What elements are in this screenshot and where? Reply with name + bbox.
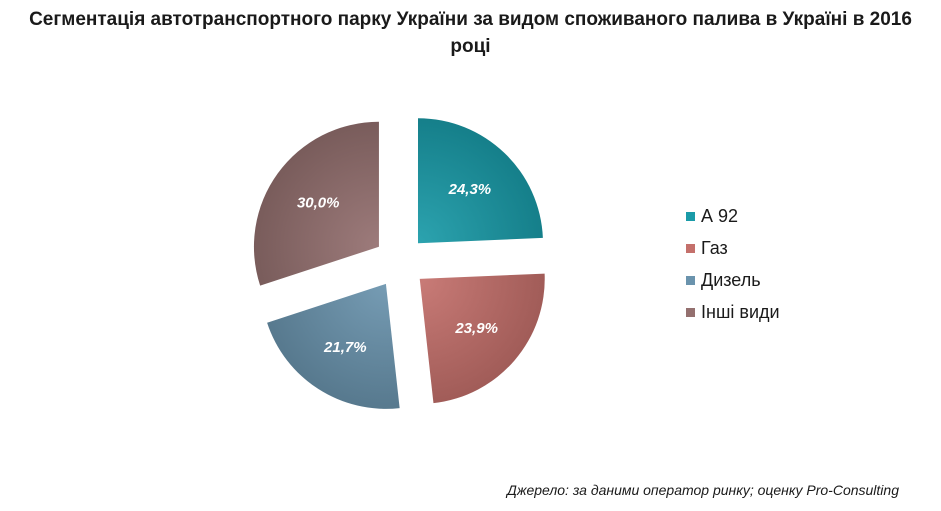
legend-item-diesel: Дизель xyxy=(686,264,780,296)
legend-swatch-diesel xyxy=(686,275,695,285)
legend-item-gas: Газ xyxy=(686,232,780,264)
legend-item-a92: А 92 xyxy=(686,200,780,232)
legend-label-gas: Газ xyxy=(701,237,728,258)
chart-title-line-2: році xyxy=(450,36,491,57)
chart-title-line-1: Сегментація автотранспортного парку Укра… xyxy=(29,9,912,30)
legend-swatch-other xyxy=(686,307,695,317)
chart-title: Сегментація автотранспортного парку Укра… xyxy=(0,6,941,60)
slice-label-gas: 23,9% xyxy=(454,320,498,337)
legend-swatch-gas xyxy=(686,243,695,253)
legend-label-other: Інші види xyxy=(701,301,780,322)
legend-label-a92: А 92 xyxy=(701,205,739,226)
legend-swatch-a92 xyxy=(686,211,695,221)
pie-slice-gas xyxy=(419,273,545,404)
slice-label-diesel: 21,7% xyxy=(323,339,367,356)
legend-item-other: Інші види xyxy=(686,296,780,328)
pie-slices xyxy=(253,118,545,409)
pie-slice-a92 xyxy=(417,118,543,244)
legend-label-diesel: Дизель xyxy=(701,269,761,290)
source-note: Джерело: за даними оператор ринку; оценк… xyxy=(506,482,899,498)
pie-labels: 24,3% 23,9% 21,7% 30,0% xyxy=(297,181,498,356)
pie-slice-diesel xyxy=(267,283,400,409)
pie-slice-other xyxy=(253,121,379,286)
chart-legend: А 92 Газ Дизель Інші види xyxy=(686,200,780,328)
slice-label-a92: 24,3% xyxy=(448,181,492,198)
slice-label-other: 30,0% xyxy=(297,195,340,212)
